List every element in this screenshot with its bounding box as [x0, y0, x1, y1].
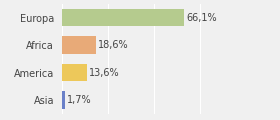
Text: 18,6%: 18,6%	[98, 40, 129, 50]
Bar	[62, 9, 184, 27]
Text: 66,1%: 66,1%	[186, 13, 217, 23]
Bar	[62, 64, 87, 81]
Bar	[62, 36, 96, 54]
Bar	[62, 91, 65, 109]
Text: 1,7%: 1,7%	[67, 95, 92, 105]
Text: 13,6%: 13,6%	[89, 68, 120, 78]
